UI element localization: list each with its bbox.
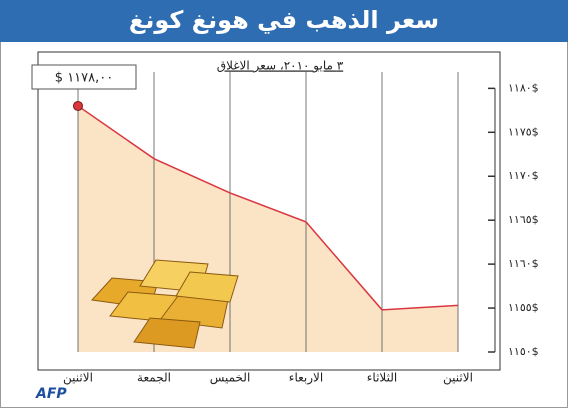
chart-subtitle: ٣ مايو ٢٠١٠، سعر الاغلاق	[217, 59, 344, 74]
y-tick-label: ١١٨٠$	[508, 81, 539, 94]
y-tick-label: ١١٧٥$	[508, 125, 539, 138]
data-line	[77, 105, 459, 311]
value-label: $ ١١٧٨,٠٠	[55, 71, 113, 86]
x-tick-label: الاربعاء	[289, 371, 323, 386]
y-tick-label: ١١٧٠$	[508, 169, 539, 182]
x-tick-label: الاثنين	[443, 371, 473, 386]
y-tick-label: ١١٥٥$	[508, 301, 539, 314]
title-bar	[0, 0, 568, 42]
x-tick-label: الثلاثاء	[367, 371, 397, 385]
x-tick-label: الاثنين	[63, 371, 93, 386]
y-tick-label: ١١٦٥$	[508, 213, 539, 226]
y-tick-label: ١١٦٠$	[508, 257, 539, 270]
x-tick-label: الخميس	[210, 371, 251, 386]
gold-bars-illustration	[90, 259, 239, 349]
chart-title: سعر الذهب في هونغ كونغ	[129, 6, 439, 34]
y-tick-label: ١١٥٠$	[508, 345, 539, 358]
value-label-box	[31, 64, 137, 90]
gold-bar	[133, 317, 201, 349]
data-point	[73, 100, 83, 111]
gold-bar	[175, 271, 239, 303]
plot-area: ١١٥٠$ ١١٥٥$ ١١٦٠$ ١١٦٥$ ١١٧٠$ ١١٧٥$ ١١٨٠$ الاثن…	[31, 64, 539, 386]
x-tick-label: الجمعة	[137, 371, 171, 385]
source-logo: AFP	[35, 386, 67, 402]
